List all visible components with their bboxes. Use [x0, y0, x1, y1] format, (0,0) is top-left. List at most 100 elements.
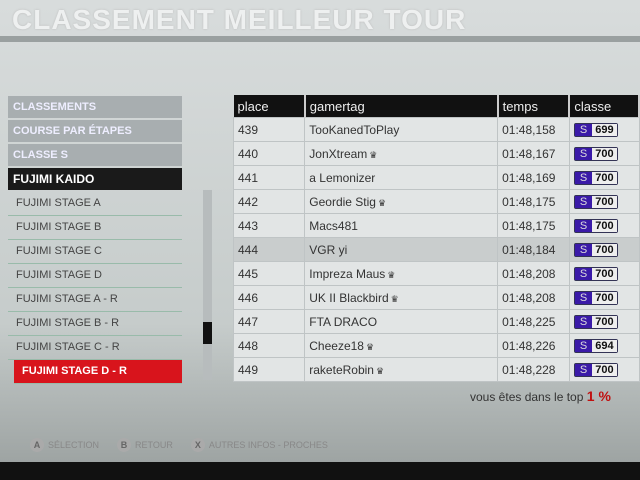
crown-icon: ♛: [387, 269, 396, 280]
gamertag: Cheeze18: [309, 338, 364, 353]
temps: 01:48,169: [497, 165, 570, 190]
gamertag-cell: Impreza Maus ♛: [304, 261, 499, 286]
place: 448: [232, 333, 306, 358]
temps: 01:48,158: [497, 117, 570, 142]
temps: 01:48,226: [497, 333, 570, 358]
table-row[interactable]: 440 JonXtream ♛ 01:48,167 S 700: [232, 141, 640, 166]
place: 441: [232, 165, 306, 190]
class-pi: 700: [592, 220, 617, 232]
class-badge: S 699: [573, 123, 618, 137]
menu-category[interactable]: CLASSE S: [8, 144, 182, 166]
hint-button[interactable]: X AUTRES INFOS - PROCHES: [190, 438, 328, 452]
menu-item[interactable]: FUJIMI STAGE B - R: [8, 312, 182, 336]
menu-item[interactable]: FUJIMI STAGE C: [8, 240, 182, 264]
gamertag-cell: VGR yi: [304, 237, 499, 262]
menu-item[interactable]: FUJIMI STAGE B: [8, 216, 182, 240]
header-temps: temps: [497, 95, 571, 118]
screen: CLASSEMENT MEILLEUR TOUR CLASSEMENTS COUR…: [0, 0, 640, 462]
menu-item[interactable]: FUJIMI STAGE D - R: [14, 360, 182, 384]
page-title: CLASSEMENT MEILLEUR TOUR: [12, 4, 467, 35]
table-row[interactable]: 446 UK II Blackbird ♛ 01:48,208 S 700: [232, 285, 640, 310]
classe-cell: S 700: [568, 237, 640, 262]
class-letter: S: [574, 124, 593, 136]
temps: 01:48,208: [497, 261, 570, 286]
table-row[interactable]: 442 Geordie Stig ♛ 01:48,175 S 700: [232, 189, 640, 214]
classe-cell: S 700: [568, 213, 640, 238]
table-row[interactable]: 439 TooKanedToPlay 01:48,158 S 699: [232, 117, 640, 142]
menu-item[interactable]: FUJIMI STAGE C - R: [8, 336, 182, 360]
table-row[interactable]: 443 Macs481 01:48,175 S 700: [232, 213, 640, 238]
class-badge: S 700: [573, 267, 618, 281]
place: 443: [232, 213, 306, 238]
place: 447: [232, 309, 306, 334]
gamertag: UK II Blackbird: [309, 290, 389, 305]
class-letter: S: [574, 340, 593, 352]
menu-category[interactable]: FUJIMI KAIDO: [8, 168, 182, 190]
class-letter: S: [574, 364, 593, 376]
class-letter: S: [574, 268, 593, 280]
class-pi: 700: [592, 244, 617, 256]
hint-button[interactable]: B RETOUR: [117, 438, 173, 452]
gamertag-cell: UK II Blackbird ♛: [304, 285, 499, 310]
menu-item[interactable]: FUJIMI STAGE A: [8, 192, 182, 216]
temps: 01:48,225: [497, 309, 570, 334]
title-divider: [0, 36, 640, 42]
gamertag-cell: Macs481: [304, 213, 499, 238]
table-row[interactable]: 444 VGR yi 01:48,184 S 700: [232, 237, 640, 262]
classe-cell: S 700: [568, 261, 640, 286]
scrollbar-thumb[interactable]: [203, 322, 212, 344]
class-badge: S 700: [573, 363, 618, 377]
class-badge: S 700: [573, 171, 618, 185]
place: 449: [232, 357, 306, 382]
place: 439: [232, 117, 306, 142]
class-letter: S: [574, 220, 593, 232]
place: 442: [232, 189, 306, 214]
temps: 01:48,175: [497, 189, 570, 214]
class-badge: S 700: [573, 291, 618, 305]
temps: 01:48,175: [497, 213, 570, 238]
class-pi: 700: [592, 292, 617, 304]
table-row[interactable]: 441 a Lemonizer 01:48,169 S 700: [232, 165, 640, 190]
hint-label: AUTRES INFOS - PROCHES: [208, 440, 328, 450]
menu-category[interactable]: CLASSEMENTS: [8, 96, 182, 118]
class-letter: S: [574, 316, 593, 328]
class-badge: S 700: [573, 147, 618, 161]
gamertag-cell: TooKanedToPlay: [304, 117, 499, 142]
class-letter: S: [574, 292, 593, 304]
table-row[interactable]: 447 FTA DRACO 01:48,225 S 700: [232, 309, 640, 334]
classe-cell: S 700: [568, 141, 640, 166]
hint-button[interactable]: A SÉLECTION: [30, 438, 99, 452]
gamertag: Impreza Maus: [309, 266, 386, 281]
header-place: place: [233, 95, 306, 118]
classe-cell: S 700: [568, 309, 640, 334]
table-row[interactable]: 448 Cheeze18 ♛ 01:48,226 S 694: [232, 333, 640, 358]
button-hints: A SÉLECTION B RETOUR X AUTRES INFOS - PROCHES: [30, 438, 328, 452]
gamertag-cell: Cheeze18 ♛: [304, 333, 499, 358]
controller-button-icon: X: [190, 438, 205, 452]
temps: 01:48,167: [497, 141, 570, 166]
menu-category[interactable]: COURSE PAR ÉTAPES: [8, 120, 182, 142]
temps: 01:48,228: [497, 357, 570, 382]
header-classe: classe: [569, 95, 640, 118]
gamertag: Macs481: [309, 218, 358, 233]
gamertag-cell: JonXtream ♛: [304, 141, 499, 166]
class-pi: 699: [592, 124, 617, 136]
menu-item[interactable]: FUJIMI STAGE A - R: [8, 288, 182, 312]
menu-item[interactable]: FUJIMI STAGE D: [8, 264, 182, 288]
scrollbar[interactable]: [203, 190, 212, 380]
class-pi: 700: [592, 148, 617, 160]
top-label: vous êtes dans le top: [470, 390, 584, 404]
gamertag-cell: Geordie Stig ♛: [304, 189, 499, 214]
class-badge: S 700: [573, 243, 618, 257]
gamertag: FTA DRACO: [309, 314, 378, 329]
class-badge: S 700: [573, 315, 618, 329]
class-letter: S: [574, 148, 593, 160]
gamertag: TooKanedToPlay: [309, 122, 400, 137]
table-row[interactable]: 449 raketeRobin ♛ 01:48,228 S 700: [232, 357, 640, 382]
classe-cell: S 694: [568, 333, 640, 358]
table-row[interactable]: 445 Impreza Maus ♛ 01:48,208 S 700: [232, 261, 640, 286]
hint-label: SÉLECTION: [48, 440, 100, 450]
crown-icon: ♛: [375, 365, 385, 376]
class-pi: 700: [592, 172, 617, 184]
controller-button-icon: B: [117, 438, 132, 452]
